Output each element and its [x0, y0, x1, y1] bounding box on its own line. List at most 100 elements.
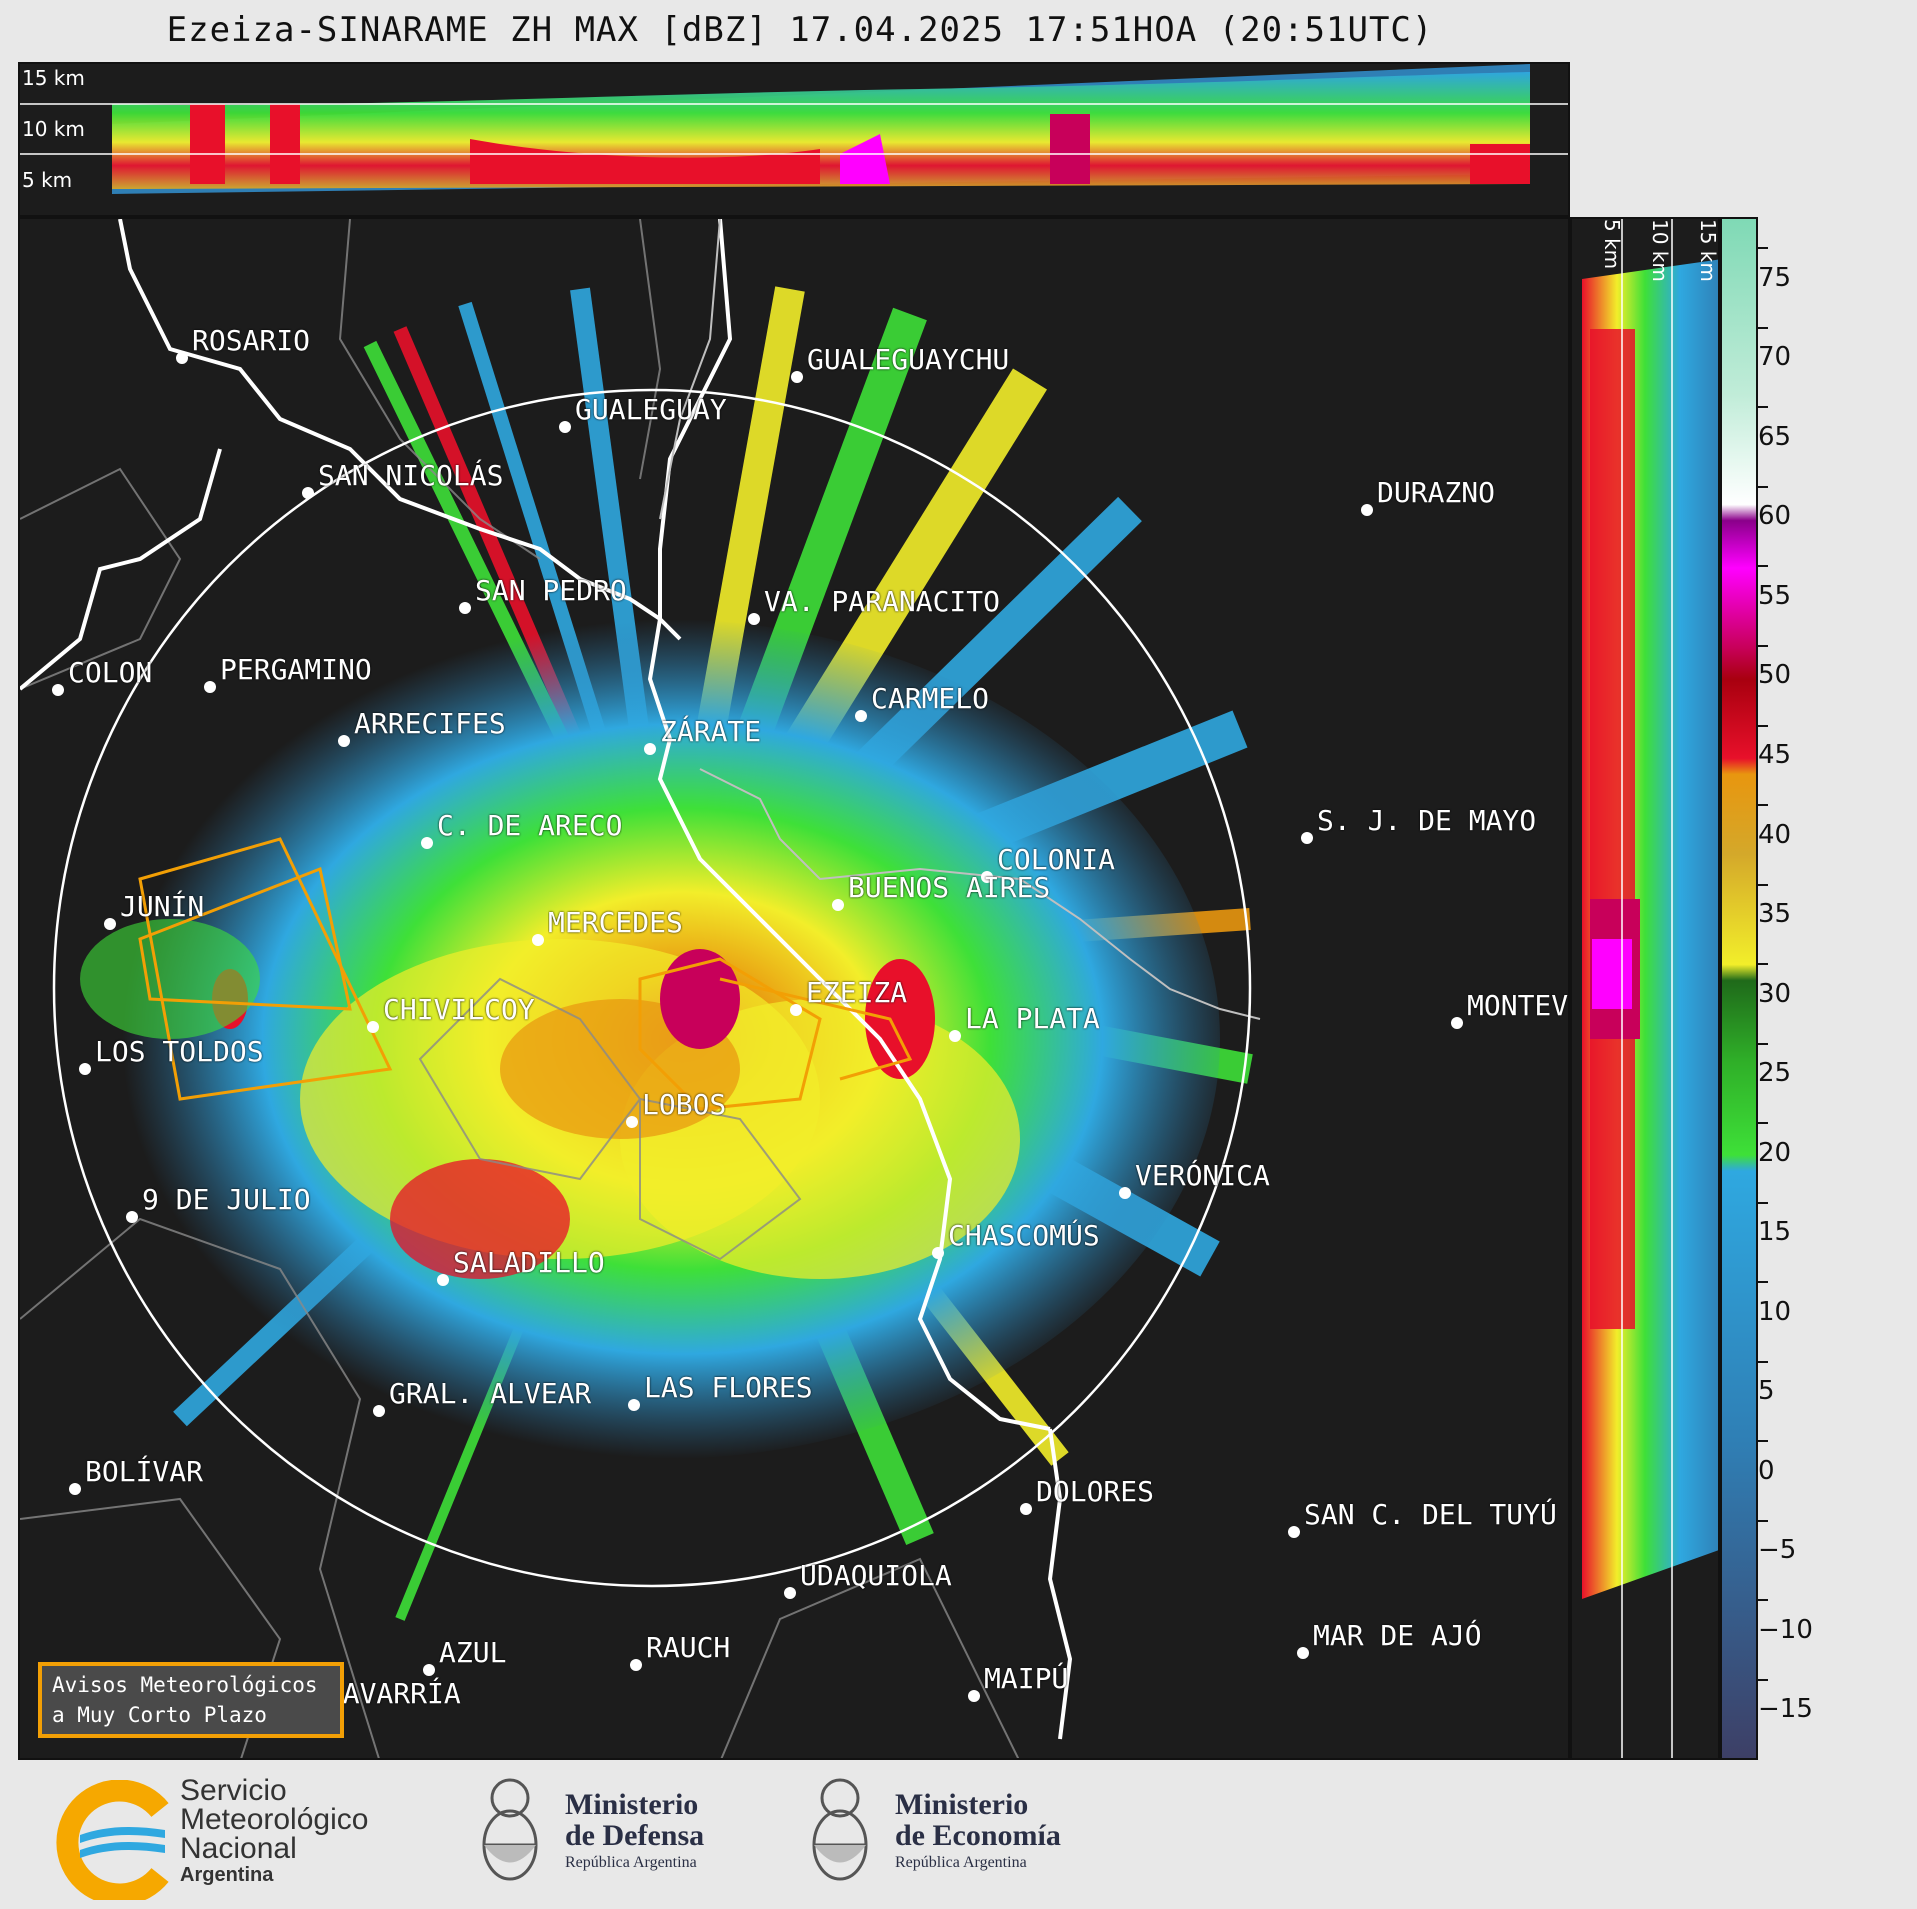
defensa-line1: Ministerio: [565, 1788, 699, 1821]
top-label-5km: 5 km: [22, 168, 73, 192]
city-label: ZÁRATE: [660, 715, 762, 748]
city-label: JUNÍN: [120, 890, 205, 923]
city-label: LAS FLORES: [644, 1371, 813, 1404]
colorbar-tick-label: 10: [1758, 1296, 1792, 1327]
city-marker: [855, 710, 867, 722]
avisos-line1: Avisos Meteorológicos: [52, 1673, 318, 1697]
city-labels-layer: ROSARIO GUALEGUAYCHU GUALEGUAY SAN NICOLÁS D…: [20, 219, 1569, 1758]
city-marker: [748, 613, 760, 625]
city-marker: [338, 735, 350, 747]
city-label: VA. PARANACITO: [764, 585, 1001, 618]
city-marker: [790, 1004, 802, 1016]
economia-logo: Ministerio de Economía República Argenti…: [800, 1770, 1120, 1900]
city-marker: [1451, 1017, 1463, 1029]
coat-of-arms-icon: [482, 1778, 538, 1881]
city-label: LOS TOLDOS: [95, 1035, 264, 1068]
city-label: 9 DE JULIO: [142, 1183, 311, 1216]
city-marker: [1297, 1647, 1309, 1659]
colorbar-tick: 10: [1758, 1267, 1791, 1327]
city-marker: [423, 1664, 435, 1676]
city-marker: [832, 899, 844, 911]
colorbar-tick-label: 20: [1758, 1137, 1792, 1168]
city-marker: [932, 1247, 944, 1259]
city-marker: [1020, 1503, 1032, 1515]
city-label: CHIVILCOY: [383, 993, 535, 1026]
city-label: C. DE ARECO: [437, 809, 623, 842]
colorbar-tick-label: 40: [1758, 819, 1792, 850]
colorbar-tick-label: 15: [1758, 1217, 1792, 1248]
city-label: GRAL. ALVEAR: [389, 1377, 592, 1410]
radar-map: [20, 219, 1261, 1758]
colorbar-tick: 0: [1758, 1426, 1775, 1486]
colorbar-tick-label: −10: [1758, 1614, 1813, 1645]
colorbar-tick: 55: [1758, 551, 1791, 611]
colorbar-tick-label: 45: [1758, 740, 1792, 771]
colorbar-tick: 25: [1758, 1028, 1791, 1088]
city-marker: [784, 1587, 796, 1599]
colorbar-tick-label: 5: [1758, 1376, 1775, 1407]
colorbar-tick-label: 60: [1758, 501, 1792, 532]
city-label: MONTEVIDEO: [1467, 989, 1569, 1022]
defensa-line2: de Defensa: [565, 1819, 705, 1852]
city-label: SAN C. DEL TUYÚ: [1304, 1498, 1557, 1531]
side-label-10km: 10 km: [1648, 219, 1672, 282]
colorbar-tick-label: 50: [1758, 660, 1792, 691]
top-cross-section-image: [20, 64, 1568, 194]
colorbar: [1720, 217, 1758, 1760]
colorbar-tick: 35: [1758, 869, 1791, 929]
top-label-10km: 10 km: [22, 117, 85, 141]
city-marker: [626, 1116, 638, 1128]
radar-map-panel: ROSARIO GUALEGUAYCHU GUALEGUAY SAN NICOLÁS D…: [18, 217, 1570, 1760]
economia-line3: República Argentina: [895, 1854, 1027, 1871]
city-marker: [1288, 1526, 1300, 1538]
city-marker: [644, 743, 656, 755]
colorbar-tick: 50: [1758, 630, 1791, 690]
coat-of-arms-icon: [812, 1778, 868, 1881]
top-cross-section-panel: 15 km 10 km 5 km: [18, 62, 1570, 217]
city-label: SALADILLO: [453, 1246, 605, 1279]
economia-line1: Ministerio: [895, 1788, 1029, 1821]
side-cross-section-panel: 5 km 10 km 15 km: [1570, 217, 1720, 1760]
side-label-5km: 5 km: [1600, 219, 1624, 270]
colorbar-tick: −5: [1758, 1505, 1796, 1565]
smn-line4: Argentina: [180, 1864, 274, 1886]
colorbar-tick: 5: [1758, 1346, 1775, 1406]
city-marker: [302, 487, 314, 499]
city-marker: [79, 1063, 91, 1075]
city-marker: [52, 684, 64, 696]
colorbar-tick: 30: [1758, 949, 1791, 1009]
city-marker: [1361, 504, 1373, 516]
city-label: CHASCOMÚS: [948, 1219, 1100, 1252]
smn-logo-icon: [56, 1780, 169, 1900]
defensa-logo: Ministerio de Defensa República Argentin…: [470, 1770, 770, 1900]
city-marker: [949, 1030, 961, 1042]
city-marker: [628, 1399, 640, 1411]
avisos-button[interactable]: Avisos Meteorológicos a Muy Corto Plazo: [38, 1662, 344, 1738]
colorbar-tick-label: 25: [1758, 1058, 1792, 1089]
colorbar-tick: 60: [1758, 471, 1791, 531]
city-marker: [176, 352, 188, 364]
city-label: PERGAMINO: [220, 653, 372, 686]
city-label: VERÓNICA: [1135, 1159, 1270, 1192]
colorbar-tick: 65: [1758, 392, 1791, 452]
smn-line2: Meteorológico: [180, 1803, 369, 1836]
colorbar-tick-label: 0: [1758, 1455, 1775, 1486]
city-label: COLON: [68, 656, 153, 689]
city-label: AZUL: [439, 1636, 507, 1669]
city-marker: [968, 1690, 980, 1702]
city-label: S. J. DE MAYO: [1317, 804, 1537, 837]
city-label: MERCEDES: [548, 906, 683, 939]
colorbar-tick: −10: [1758, 1585, 1813, 1645]
colorbar-tick-label: 65: [1758, 421, 1792, 452]
city-label: COLONIA: [997, 843, 1116, 876]
colorbar-tick: 75: [1758, 233, 1791, 293]
city-label: MAR DE AJÓ: [1313, 1619, 1482, 1652]
city-label: BOLÍVAR: [85, 1455, 204, 1488]
city-label: LA PLATA: [965, 1002, 1100, 1035]
colorbar-tick: 15: [1758, 1187, 1791, 1247]
city-marker: [373, 1405, 385, 1417]
city-marker: [367, 1021, 379, 1033]
city-label: CARMELO: [871, 682, 990, 715]
colorbar-tick-label: −15: [1758, 1694, 1813, 1725]
colorbar-tick: 40: [1758, 790, 1791, 850]
